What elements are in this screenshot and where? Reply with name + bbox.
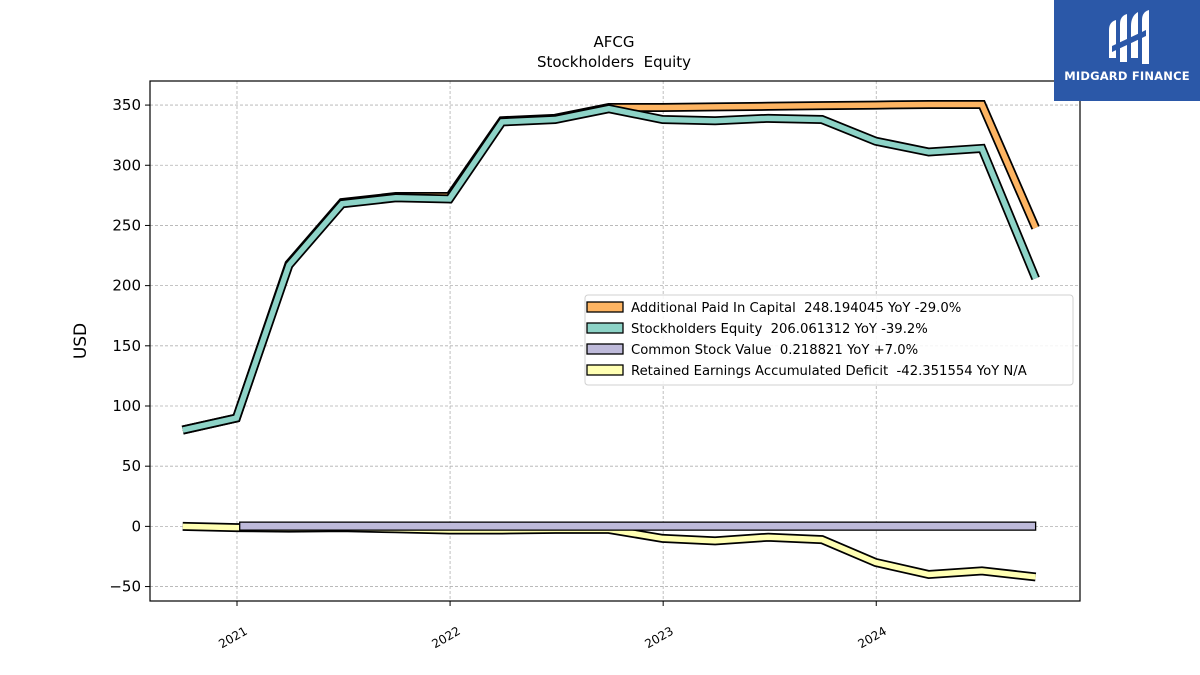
y-tick-label: 300	[112, 156, 141, 174]
legend-swatch	[586, 301, 624, 313]
series-group	[181, 99, 1040, 582]
y-axis: 350 300 250 200 150 100 50 0 −50	[109, 96, 150, 596]
legend-swatch	[586, 364, 624, 376]
logo-name: MIDGARD FINANCE	[1064, 69, 1190, 83]
x-tick-label: 2021	[216, 624, 249, 651]
y-tick-label: 50	[122, 457, 141, 475]
x-tick-label: 2024	[856, 624, 889, 651]
series-common-stock-value	[239, 521, 1037, 531]
legend: Additional Paid In Capital 248.194045 Yo…	[584, 294, 1074, 386]
legend-label: Common Stock Value 0.218821 YoY +7.0%	[631, 343, 918, 358]
series-line-stockholders-equity	[182, 105, 1039, 433]
x-tick-label: 2022	[429, 624, 462, 651]
y-tick-label: 0	[131, 517, 141, 535]
y-tick-label: 150	[112, 337, 141, 355]
y-tick-label: 100	[112, 397, 141, 415]
legend-label: Stockholders Equity 206.061312 YoY -39.2…	[631, 322, 928, 337]
y-tick-label: 350	[112, 96, 141, 114]
legend-swatch	[586, 322, 624, 334]
x-tick-label: 2023	[642, 624, 675, 651]
chart-title: AFCG	[594, 33, 635, 51]
legend-label: Retained Earnings Accumulated Deficit -4…	[631, 364, 1027, 379]
y-tick-label: 200	[112, 277, 141, 295]
y-axis-label: USD	[71, 323, 91, 359]
y-tick-label: 250	[112, 216, 141, 234]
logo-mark-icon	[1109, 10, 1149, 64]
plot-frame	[149, 80, 1081, 602]
legend-label: Additional Paid In Capital 248.194045 Yo…	[631, 301, 961, 316]
chart-subtitle: Stockholders Equity	[537, 53, 691, 71]
legend-swatch	[586, 343, 624, 355]
y-tick-label: −50	[109, 578, 141, 596]
logo: MIDGARD FINANCE	[1054, 0, 1200, 101]
legend-box	[584, 294, 1074, 386]
x-axis: 2021 2022 2023 2024	[216, 601, 889, 651]
